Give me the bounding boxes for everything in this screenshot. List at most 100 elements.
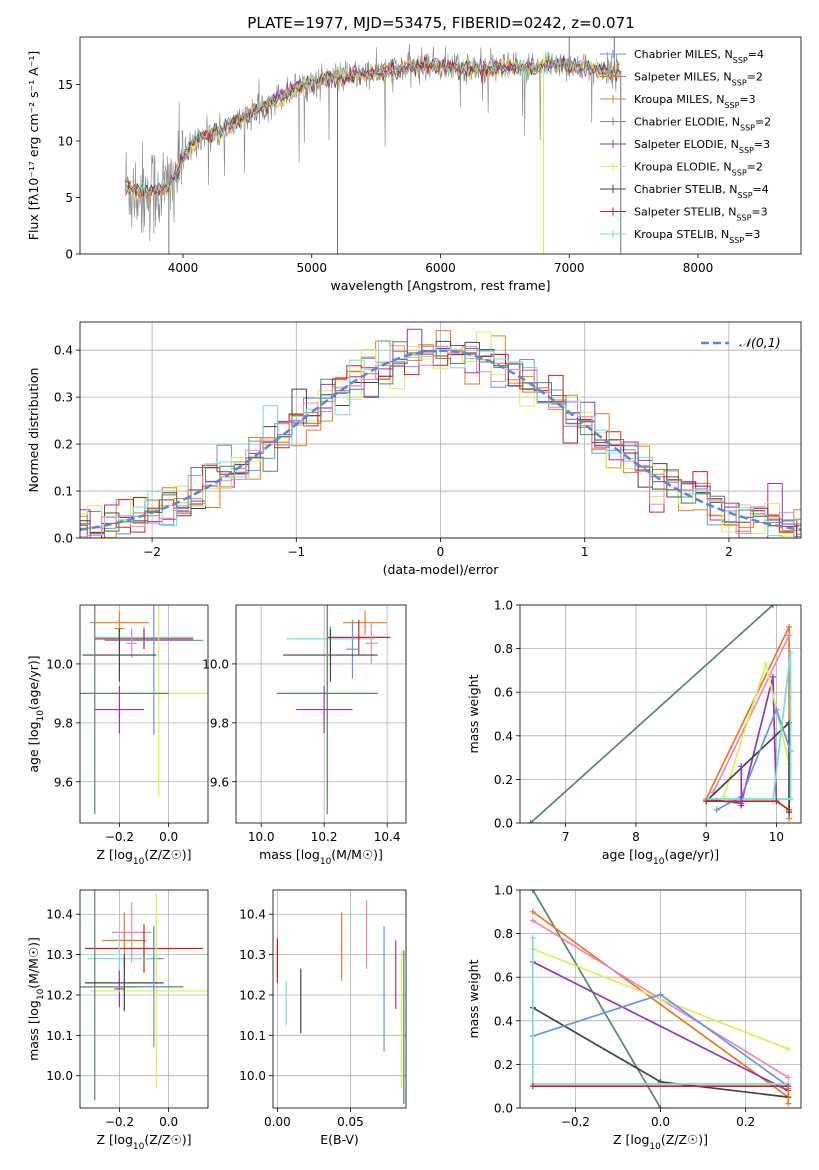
tick-label-y: 10.2 bbox=[239, 988, 266, 1002]
tick-label-y: 10.0 bbox=[239, 1069, 266, 1083]
series-line bbox=[532, 961, 789, 1092]
y-axis-label-part: (age/yr)] bbox=[26, 655, 41, 710]
legend-entry-text: =4 bbox=[753, 183, 769, 196]
legend-entry-text: Kroupa MILES, N bbox=[634, 93, 724, 106]
x-axis-label: Z [log10(Z/Z☉)] bbox=[96, 1132, 191, 1152]
tick-label-x: 0.2 bbox=[736, 1115, 755, 1129]
axes-frame bbox=[79, 321, 802, 539]
x-axis-label-part: (age/yr)] bbox=[664, 847, 719, 862]
legend-entry: Chabrier STELIB, NSSP=4 bbox=[634, 183, 769, 200]
series-line bbox=[532, 911, 789, 1098]
tick-label-y: 0 bbox=[65, 248, 73, 262]
spectrum-model-line bbox=[124, 54, 620, 198]
legend-entry-sub: SSP bbox=[732, 78, 747, 87]
legend-entry: Kroupa STELIB, NSSP=3 bbox=[634, 228, 760, 245]
tick-label-x: 0.00 bbox=[264, 1115, 291, 1129]
tick-label-x: 7000 bbox=[554, 261, 585, 275]
tick-label-y: 15 bbox=[58, 78, 73, 92]
x-axis-label-part: age [log bbox=[602, 847, 653, 862]
plot-area-massweight-vs-Z bbox=[529, 890, 792, 1108]
axes-frame bbox=[519, 604, 802, 824]
tick-label-y: 0.1 bbox=[54, 485, 73, 499]
tick-label-x: −0.2 bbox=[105, 830, 134, 844]
x-axis-label: (data-model)/error bbox=[383, 562, 500, 577]
tick-label-y: 0.6 bbox=[494, 971, 513, 985]
tick-label-y: 1.0 bbox=[494, 884, 513, 898]
tick-label-y: 10.2 bbox=[46, 988, 73, 1002]
x-axis-label-sub: 10 bbox=[133, 1142, 145, 1152]
series-marker bbox=[529, 1083, 536, 1090]
series-marker bbox=[785, 1046, 792, 1053]
histogram-step bbox=[80, 345, 801, 538]
legend-entry-sub: SSP bbox=[740, 123, 755, 132]
plot-area-mass-vs-EBV bbox=[276, 900, 405, 1104]
series-marker bbox=[786, 623, 793, 630]
legend-entry-sub: SSP bbox=[724, 101, 739, 110]
legend-entry: Chabrier ELODIE, NSSP=2 bbox=[634, 116, 771, 133]
legend-entry-text: Salpeter STELIB, N bbox=[634, 206, 736, 219]
y-axis-label-part: (M/M☉)] bbox=[26, 937, 41, 989]
y-axis-label: age [log10(age/yr)] bbox=[26, 655, 46, 772]
series-marker bbox=[529, 908, 536, 915]
x-axis-label: E(B-V) bbox=[320, 1132, 359, 1147]
figure-title: PLATE=1977, MJD=53475, FIBERID=0242, z=0… bbox=[247, 14, 634, 32]
x-axis-label: Z [log10(Z/Z☉)] bbox=[96, 847, 191, 867]
tick-label-x: 9 bbox=[702, 830, 710, 844]
tick-label-y: 9.8 bbox=[210, 716, 229, 730]
y-axis-label: mass weight bbox=[466, 674, 481, 753]
series-marker bbox=[785, 1100, 792, 1107]
legend-entry-text: Salpeter ELODIE, N bbox=[634, 138, 739, 151]
tick-label-y: 10.4 bbox=[239, 908, 266, 922]
axes-frame bbox=[79, 889, 209, 1109]
x-axis-label: Z [log10(Z/Z☉)] bbox=[613, 1132, 708, 1152]
tick-label-y: 10.0 bbox=[46, 657, 73, 671]
tick-label-y: 10.1 bbox=[46, 1029, 73, 1043]
tick-label-y: 10.3 bbox=[46, 948, 73, 962]
series-line bbox=[716, 707, 792, 811]
tick-label-y: 10.1 bbox=[239, 1029, 266, 1043]
legend-entry-text: =3 bbox=[739, 93, 755, 106]
histogram-step bbox=[80, 341, 801, 538]
legend-entry: 𝒩(0,1) bbox=[739, 335, 781, 350]
tick-label-x: 10.2 bbox=[311, 830, 338, 844]
legend-entry-sub: SSP bbox=[732, 168, 747, 177]
tick-label-y: 9.8 bbox=[54, 716, 73, 730]
tick-label-y: 0.8 bbox=[494, 642, 513, 656]
series-marker bbox=[762, 660, 769, 667]
tick-label-x: 1 bbox=[581, 545, 589, 559]
tick-label-y: 0.0 bbox=[494, 817, 513, 831]
legend-entry-text: Chabrier STELIB, N bbox=[634, 183, 738, 196]
panel-mass-vs-EBV: 0.00 0.05 10.0 10.1 10.2 10.3 10.4 E(B-V) bbox=[239, 889, 407, 1147]
series-line bbox=[706, 652, 792, 802]
plot-area-spectrum bbox=[124, 37, 622, 254]
tick-label-x: 0 bbox=[437, 545, 445, 559]
tick-label-y: 10.0 bbox=[46, 1069, 73, 1083]
series-marker bbox=[786, 806, 793, 813]
tick-label-y: 0.4 bbox=[54, 344, 73, 358]
legend-entry: Salpeter STELIB, NSSP=3 bbox=[634, 206, 768, 223]
legend-entry-sub: SSP bbox=[736, 213, 751, 222]
y-axis-label-sub: 10 bbox=[36, 710, 46, 722]
plot-area-massweight-vs-age bbox=[527, 605, 794, 823]
tick-label-x: 10 bbox=[769, 830, 784, 844]
legend-entry-sub: SSP bbox=[729, 236, 744, 245]
series-marker bbox=[738, 802, 745, 809]
panel-age-vs-mass: 10.0 10.2 10.4 9.6 9.8 10.0 mass [log10(M/M☉)] bbox=[202, 604, 407, 867]
tick-label-x: 8000 bbox=[683, 261, 714, 275]
legend-entry-text: Chabrier MILES, N bbox=[634, 48, 733, 61]
tick-label-x: 2 bbox=[725, 545, 733, 559]
tick-label-y: 10.3 bbox=[239, 948, 266, 962]
tick-label-y: 0.2 bbox=[494, 773, 513, 787]
tick-label-x: −0.2 bbox=[561, 1115, 590, 1129]
series-marker bbox=[786, 815, 793, 822]
series-marker bbox=[738, 763, 745, 770]
x-axis-label-sub: 10 bbox=[320, 857, 332, 867]
y-axis-label-sub: 10 bbox=[36, 988, 46, 1000]
legend-entry-text: =3 bbox=[744, 228, 760, 241]
legend-entry-text: =2 bbox=[755, 116, 771, 129]
tick-label-x: −0.2 bbox=[105, 1115, 134, 1129]
tick-label-x: 0.0 bbox=[159, 830, 178, 844]
series-marker bbox=[769, 673, 776, 680]
